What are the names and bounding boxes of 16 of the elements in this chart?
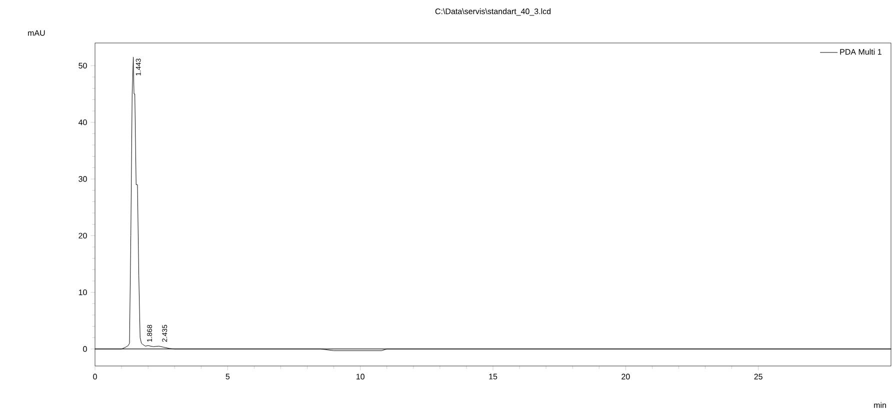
y-tick-label: 40 [78,119,87,126]
x-axis-title: min [874,402,886,408]
x-tick-label: 5 [226,374,230,380]
x-tick-label: 10 [356,374,364,380]
x-tick-label: 25 [754,374,762,380]
x-tick-label: 20 [622,374,630,380]
chart-title: C:\Data\servis\standart_40_3.lcd [435,8,551,16]
y-tick-label: 50 [78,62,87,68]
y-tick-label: 30 [78,176,87,182]
y-tick-label: 0 [83,346,87,352]
y-axis-title: mAU [28,30,45,36]
x-tick-label: 0 [93,374,97,380]
x-tick-label: 15 [489,374,498,380]
y-tick-label: 10 [78,289,87,296]
legend-label: PDA Multi 1 [840,48,882,55]
y-tick-label: 20 [78,232,87,238]
